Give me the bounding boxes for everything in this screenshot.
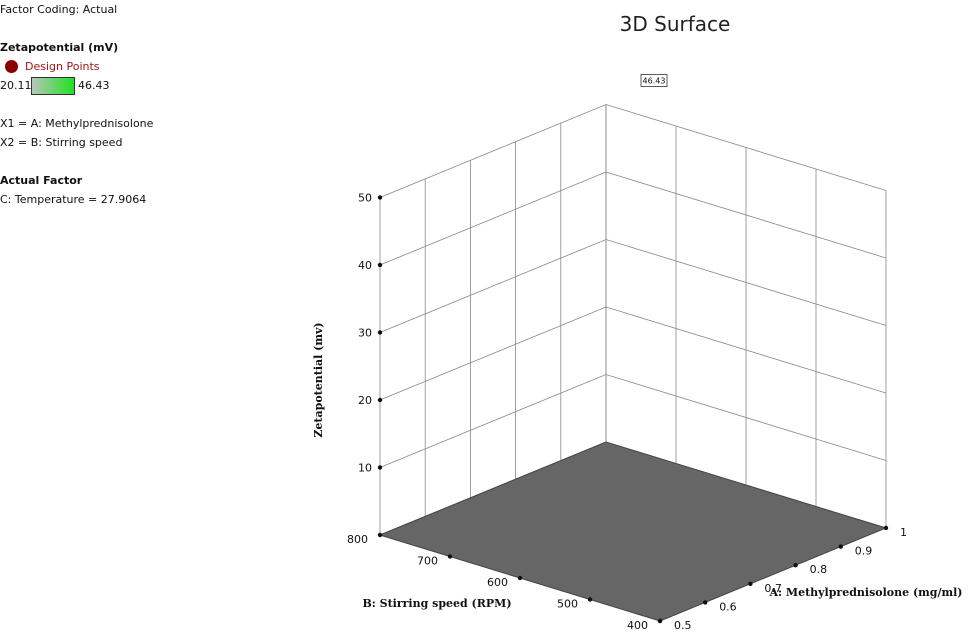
z-tick-label: 20: [358, 394, 372, 407]
x1-definition: X1 = A: Methylprednisolone: [0, 117, 154, 130]
y-tick-mark: [517, 575, 523, 581]
y-tick-mark: [587, 597, 593, 602]
actual-factor-title: Actual Factor: [0, 174, 83, 187]
factor-coding: Factor Coding: Actual: [0, 3, 118, 16]
x-tick-mark: [748, 581, 753, 586]
chart-title: 3D Surface: [619, 12, 731, 36]
x-tick-mark: [793, 563, 798, 568]
max-flag-box: [640, 74, 668, 87]
y-tick-label: 700: [417, 555, 438, 568]
z-tick-mark: [377, 195, 383, 200]
z-tick-label: 50: [358, 192, 372, 205]
max-flag-label: 46.43: [643, 77, 666, 86]
floor-plane: [378, 441, 888, 622]
max-flag: 46.43: [640, 74, 668, 87]
y-tick-mark: [447, 554, 453, 559]
y-tick-label: 400: [627, 619, 648, 632]
design-point-icon: [5, 60, 18, 73]
y-tick-label: 600: [487, 576, 508, 589]
range-min: 20.11: [0, 79, 32, 92]
y-tick-label: 500: [557, 598, 578, 611]
wall-grid-line: [379, 239, 887, 333]
color-gradient-swatch: [31, 77, 75, 95]
x-tick-label: 0.8: [810, 563, 828, 576]
z-tick-label: 40: [358, 259, 372, 272]
x-tick-mark: [838, 544, 843, 549]
wall-grid-line: [379, 171, 887, 266]
x-tick-mark: [883, 525, 889, 531]
range-max: 46.43: [78, 79, 110, 92]
y-axis-title: B: Stirring speed (RPM): [362, 597, 511, 610]
z-tick-mark: [377, 262, 383, 268]
z-axis-title: Zetapotential (mv): [312, 322, 325, 437]
x-tick-label: 0.7: [764, 582, 782, 595]
response-title: Zetapotential (mV): [0, 41, 119, 54]
y-tick-mark: [657, 618, 663, 624]
x-tick-label: 0.9: [855, 545, 873, 558]
z-tick-label: 10: [358, 462, 372, 475]
actual-factor-value: C: Temperature = 27.9064: [0, 193, 147, 206]
x-tick-label: 0.5: [674, 619, 692, 632]
design-points-label: Design Points: [25, 60, 100, 73]
z-tick-mark: [377, 465, 383, 470]
y-tick-label: 800: [347, 533, 368, 546]
y-tick-mark: [377, 532, 383, 538]
wall-grid-line: [379, 104, 887, 198]
z-tick-mark: [377, 330, 383, 335]
wall-grid: [379, 104, 887, 536]
z-tick-label: 30: [358, 327, 372, 340]
axes: 10 20 30 40 50 0.5 0.6 0.7 0.8 0.9 1 400 500 600 700 80…: [312, 192, 963, 633]
x-tick-mark: [703, 600, 708, 605]
x-tick-label: 0.6: [719, 600, 737, 613]
floor-plane: [378, 441, 888, 622]
z-tick-mark: [377, 397, 383, 403]
x2-definition: X2 = B: Stirring speed: [0, 136, 123, 149]
x-axis-title: A: Methylprednisolone (mg/ml): [768, 586, 962, 599]
x-tick-label: 1: [900, 526, 907, 539]
wall-grid-line: [379, 374, 887, 468]
wall-grid-line: [379, 306, 887, 401]
